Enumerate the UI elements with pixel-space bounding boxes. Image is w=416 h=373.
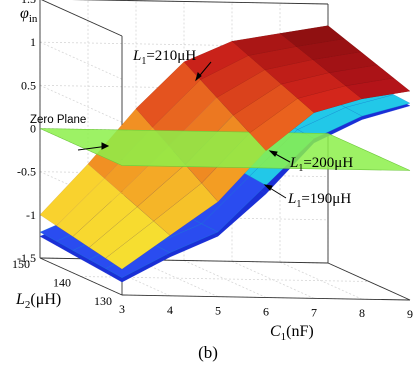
x-axis-label: C1(nF) [270, 323, 314, 343]
zero-plane [39, 128, 411, 171]
surface-top-patch [279, 25, 345, 47]
x-tick-label: 9 [407, 307, 413, 321]
arrow-l210-head [195, 72, 202, 82]
z-tick-label: 1.5 [21, 0, 36, 6]
zero-plane-label: Zero Plane [30, 114, 86, 126]
series-label-l200: L1=200μH [289, 155, 353, 174]
surface-layer [39, 25, 411, 283]
grid-left-z [39, 84, 123, 123]
y-tick-label: 140 [53, 276, 71, 290]
annotation-arrows [77, 61, 291, 199]
z-axis-label: φin [20, 5, 38, 25]
axis-edge [327, 262, 411, 301]
arrow-l190-head [263, 184, 273, 191]
x-tick-label: 6 [263, 305, 269, 319]
z-tick-label: -1.5 [17, 251, 36, 265]
axis-edge [39, 257, 123, 296]
z-tick-label: -1 [26, 208, 36, 222]
z-tick-label: 1 [30, 35, 36, 49]
y-tick-label: 130 [94, 294, 112, 308]
z-tick-label: 0.5 [21, 78, 36, 92]
z-axis-label-sub: in [29, 13, 38, 25]
x-tick-label: 5 [215, 304, 221, 318]
axis-edge [71, 0, 329, 5]
axis-edge [41, 0, 123, 37]
z-tick-label: 0 [30, 122, 36, 136]
figure-caption: (b) [198, 343, 218, 362]
tick-labels: -1.5 -1 -0.5 0 0.5 1 1.5 3 4 5 6 7 8 9 130 140 150 [12, 0, 413, 321]
x-tick-label: 7 [311, 305, 317, 319]
arrow-l200-head [268, 150, 278, 157]
x-tick-label: 4 [167, 303, 173, 317]
x-tick-label: 3 [119, 302, 125, 316]
z-tick-label: -0.5 [17, 165, 36, 179]
grid-left-z [39, 41, 123, 80]
y-tick-label: 150 [12, 257, 30, 271]
series-label-l210: L1=210μH [132, 48, 196, 67]
arrow-zero-plane-head [101, 142, 110, 150]
x-tick-label: 8 [359, 306, 365, 320]
series-label-l190: L1=190μH [287, 191, 351, 210]
axis-edge [121, 294, 411, 301]
y-axis-label: L2(μH) [15, 291, 61, 311]
